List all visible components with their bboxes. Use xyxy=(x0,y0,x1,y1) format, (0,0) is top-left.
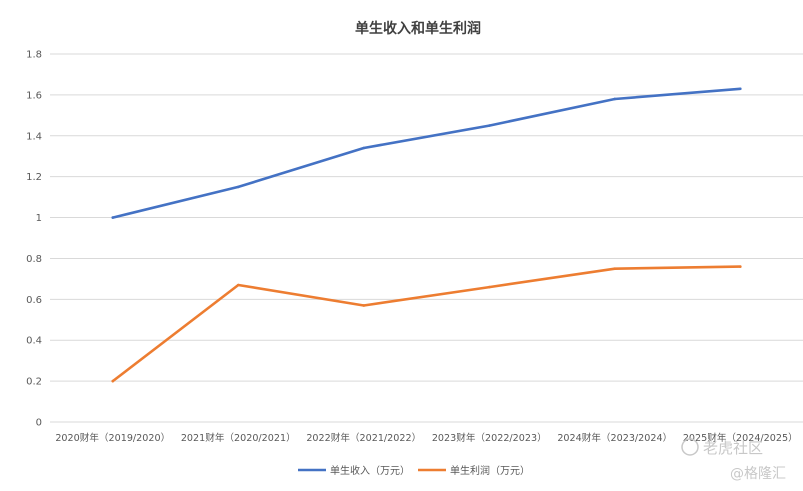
data-point xyxy=(111,216,115,219)
x-tick-label: 2022财年（2021/2022） xyxy=(306,432,421,444)
legend: 单生收入（万元） 单生利润（万元） xyxy=(298,464,530,477)
data-point xyxy=(362,146,366,150)
y-tick-label: 1.8 xyxy=(26,50,42,61)
y-tick-label: 0.8 xyxy=(26,254,42,265)
y-tick-label: 0.4 xyxy=(26,336,42,347)
watermark-gelonghui-text: @格隆汇 xyxy=(730,466,786,482)
x-tick-label: 2025财年（2024/2025） xyxy=(683,432,798,444)
data-point xyxy=(236,283,240,287)
chart-title: 单生收入和单生利润 xyxy=(355,20,481,37)
y-tick-label: 1 xyxy=(36,213,42,224)
tiger-logo-icon xyxy=(681,438,699,456)
x-tick-label: 2020财年（2019/2020） xyxy=(55,432,170,444)
data-point xyxy=(236,185,240,189)
data-point xyxy=(111,379,115,383)
y-tick-label: 1.2 xyxy=(26,172,42,183)
watermark-tiger-text: 老虎社区 xyxy=(703,439,763,457)
legend-label: 单生利润（万元） xyxy=(450,464,530,477)
watermark-tiger: 老虎社区 xyxy=(681,438,763,457)
data-point xyxy=(362,304,366,307)
x-tick-label: 2024财年（2023/2024） xyxy=(557,432,672,444)
x-axis-tick-labels: 2020财年（2019/2020） 2021财年（2020/2021） 2022财年… xyxy=(55,432,797,444)
y-axis-tick-labels: 0 0.2 0.4 0.6 0.8 1 1.2 1.4 1.6 1.8 xyxy=(26,50,42,429)
series-line-1 xyxy=(111,265,742,383)
x-tick-label: 2023财年（2022/2023） xyxy=(432,432,547,444)
series-line-0 xyxy=(111,87,742,219)
y-tick-label: 0 xyxy=(36,418,42,429)
x-tick-label: 2021财年（2020/2021） xyxy=(181,432,296,444)
y-tick-label: 0.2 xyxy=(26,377,42,388)
series-lines xyxy=(111,87,742,383)
y-tick-label: 1.6 xyxy=(26,90,42,101)
data-point xyxy=(738,87,742,91)
data-point xyxy=(613,267,617,270)
data-point xyxy=(738,265,742,268)
y-tick-label: 1.4 xyxy=(26,131,42,142)
data-point xyxy=(613,97,617,101)
data-point xyxy=(487,285,491,289)
y-tick-label: 0.6 xyxy=(26,295,42,306)
data-point xyxy=(487,124,491,127)
gridlines xyxy=(50,53,803,423)
legend-label: 单生收入（万元） xyxy=(330,464,410,477)
